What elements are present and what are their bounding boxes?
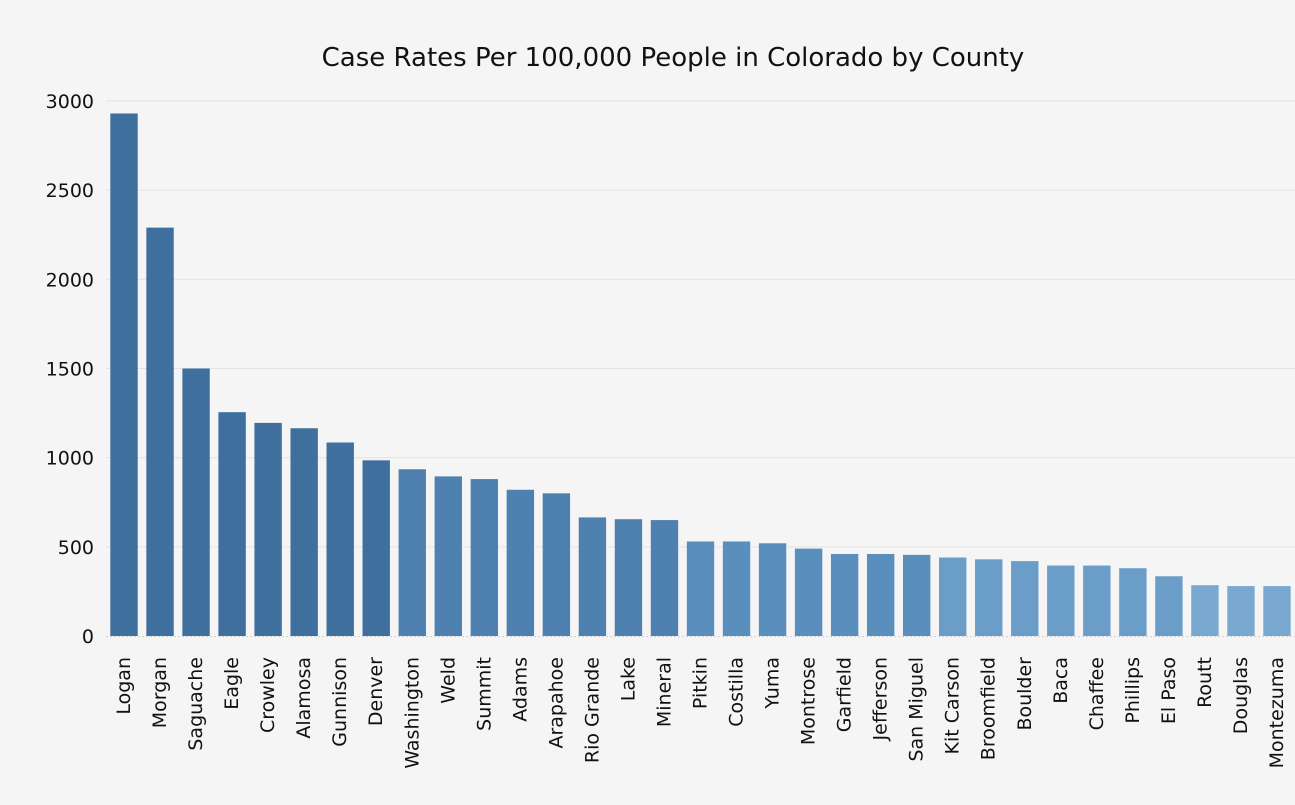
x-tick-label: Montezuma [1266,657,1288,768]
bar-douglas[interactable] [1227,586,1255,636]
x-tick-label: Morgan [149,657,171,728]
bar-jefferson[interactable] [866,553,895,636]
x-tick-label: Lake [617,657,639,701]
bar-baca[interactable] [1047,565,1075,636]
bar-summit[interactable] [470,479,499,636]
x-tick-label: Costilla [726,657,748,727]
bar-logan[interactable] [110,113,138,637]
bar-saguache[interactable] [182,368,210,637]
y-tick-label: 2500 [46,180,94,202]
y-tick-label: 3000 [46,91,94,113]
bar-weld[interactable] [434,476,462,636]
x-axis: Logan Morgan Saguache Eagle Crowley Alamosa Gu… [113,657,1288,769]
x-tick-label: Logan [113,657,135,715]
x-tick-label: Eagle [221,657,243,710]
x-tick-label: Summit [473,657,495,731]
x-tick-label: Mineral [653,657,675,727]
bar-montezuma[interactable] [1263,586,1291,636]
x-tick-label: Adams [509,657,531,722]
x-tick-label: Montrose [798,657,820,745]
bar-lake[interactable] [614,519,643,636]
y-axis: 0 500 1000 1500 2000 2500 3000 [46,91,94,648]
bar-arapahoe[interactable] [542,493,571,636]
x-tick-label: Broomfield [978,657,1000,760]
bar-kit-carson[interactable] [939,557,967,636]
x-tick-label: Jefferson [870,657,892,741]
bar-eagle[interactable] [218,412,246,636]
bars [110,113,1291,637]
y-tick-label: 1000 [46,448,94,470]
x-tick-label: Weld [437,657,459,704]
x-tick-label: Crowley [257,657,279,733]
y-tick-label: 0 [82,626,94,648]
x-tick-label: Chaffee [1086,657,1108,730]
x-tick-label: Rio Grande [581,657,603,763]
x-tick-label: Yuma [762,657,784,710]
x-tick-label: Washington [401,657,423,769]
x-tick-label: El Paso [1158,657,1180,724]
bar-boulder[interactable] [1011,561,1039,636]
bar-morgan[interactable] [146,227,174,636]
bar-broomfield[interactable] [975,559,1003,636]
bar-montrose[interactable] [794,548,823,636]
y-tick-label: 2000 [46,269,94,291]
chart-title: Case Rates Per 100,000 People in Colorad… [322,43,1025,73]
bar-san-miguel[interactable] [902,554,931,636]
bar-phillips[interactable] [1119,568,1147,636]
bar-crowley[interactable] [254,422,282,636]
y-tick-label: 500 [58,537,94,559]
bar-routt[interactable] [1191,585,1219,636]
x-tick-label: Douglas [1230,657,1252,734]
x-tick-label: Routt [1194,657,1216,708]
bar-gunnison[interactable] [326,442,354,636]
bar-el-paso[interactable] [1155,576,1183,636]
bar-mineral[interactable] [650,520,679,636]
x-tick-label: Denver [365,657,387,726]
x-tick-label: Alamosa [293,657,315,739]
bar-adams[interactable] [506,489,535,636]
x-tick-label: San Miguel [906,657,928,762]
bar-pitkin[interactable] [686,541,715,636]
bar-yuma[interactable] [758,543,787,636]
y-tick-label: 1500 [46,359,94,381]
bar-costilla[interactable] [722,541,751,636]
x-tick-label: Pitkin [690,657,712,709]
bar-garfield[interactable] [830,553,859,636]
x-tick-label: Gunnison [329,657,351,747]
bar-alamosa[interactable] [290,428,318,636]
x-tick-label: Garfield [834,657,856,732]
bar-chaffee[interactable] [1083,565,1111,636]
bar-rio-grande[interactable] [578,517,607,636]
x-tick-label: Phillips [1122,657,1144,724]
x-tick-label: Boulder [1014,657,1036,731]
x-tick-label: Saguache [185,657,207,751]
x-tick-label: Arapahoe [545,657,567,749]
x-tick-label: Kit Carson [942,657,964,755]
x-tick-label: Baca [1050,657,1072,704]
bar-denver[interactable] [362,460,390,636]
bar-washington[interactable] [398,469,426,636]
